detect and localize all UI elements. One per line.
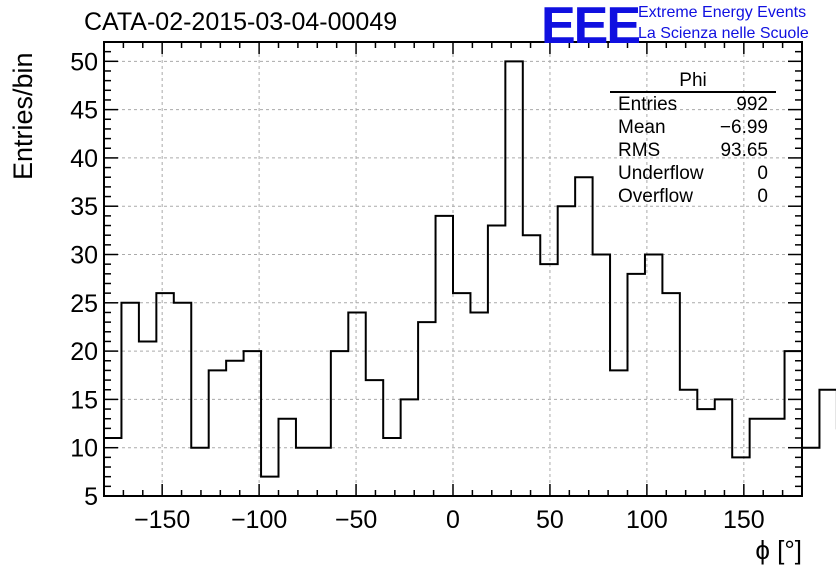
histogram-bin bbox=[366, 380, 383, 496]
x-axis-label: ϕ [°] bbox=[755, 535, 802, 565]
eee-logo: EEE bbox=[541, 0, 641, 55]
stats-label: Entries bbox=[618, 94, 678, 115]
histogram-bin bbox=[750, 419, 767, 496]
stats-row-mean: Mean −6.99 bbox=[610, 116, 776, 139]
x-tick-label: 50 bbox=[536, 506, 564, 534]
histogram-bin bbox=[628, 274, 645, 496]
histogram-bin bbox=[819, 390, 836, 496]
y-tick-label: 50 bbox=[70, 48, 98, 76]
y-tick-label: 25 bbox=[70, 290, 98, 318]
histogram-bin bbox=[226, 361, 243, 496]
histogram-bin bbox=[802, 448, 819, 496]
stats-value: 93.65 bbox=[720, 140, 768, 161]
x-tick-label: −50 bbox=[335, 506, 377, 534]
x-tick-label: −150 bbox=[134, 506, 190, 534]
stats-label: Underflow bbox=[618, 163, 704, 184]
histogram-bin bbox=[645, 255, 662, 496]
histogram-bin bbox=[418, 322, 435, 496]
histogram-bin bbox=[279, 419, 296, 496]
stats-box: Phi Entries 992 Mean −6.99 RMS 93.65 Und… bbox=[610, 70, 776, 208]
histogram-bin bbox=[488, 226, 505, 496]
histogram-bin bbox=[436, 216, 453, 496]
histogram-bin bbox=[732, 457, 749, 496]
stats-value: 0 bbox=[757, 186, 768, 207]
histogram-bin bbox=[558, 206, 575, 496]
histogram-bin bbox=[453, 293, 470, 496]
x-tick-label: 150 bbox=[723, 506, 765, 534]
histogram-bin bbox=[383, 438, 400, 496]
histogram-bin bbox=[139, 341, 156, 496]
run-title: CATA-02-2015-03-04-00049 bbox=[84, 8, 398, 36]
y-tick-label: 20 bbox=[70, 338, 98, 366]
stats-label: Overflow bbox=[618, 186, 693, 207]
x-tick-label: 100 bbox=[626, 506, 668, 534]
histogram-bin bbox=[121, 303, 138, 496]
stats-row-rms: RMS 93.65 bbox=[610, 139, 776, 162]
histogram-bin bbox=[156, 293, 173, 496]
y-tick-label: 30 bbox=[70, 242, 98, 270]
histogram-bin bbox=[662, 293, 679, 496]
histogram-bin bbox=[348, 312, 365, 496]
stats-row-overflow: Overflow 0 bbox=[610, 185, 776, 208]
logo-subtitle-line1: Extreme Energy Events bbox=[638, 4, 807, 21]
histogram-bin bbox=[174, 303, 191, 496]
histogram-bin bbox=[540, 264, 557, 496]
histogram-bin bbox=[610, 370, 627, 496]
histogram-bin bbox=[767, 419, 784, 496]
histogram-bin bbox=[191, 448, 208, 496]
histogram-bin bbox=[313, 448, 330, 496]
x-tick-label: 0 bbox=[446, 506, 460, 534]
histogram-bin bbox=[680, 390, 697, 496]
y-tick-label: 15 bbox=[70, 386, 98, 414]
stats-label: RMS bbox=[618, 140, 661, 161]
logo-subtitle-line2: La Scienza nelle Scuole bbox=[638, 25, 809, 42]
histogram-bin bbox=[785, 351, 802, 496]
histogram-bin bbox=[523, 235, 540, 496]
stats-row-underflow: Underflow 0 bbox=[610, 162, 776, 185]
histogram-bin bbox=[505, 61, 522, 496]
stats-label: Mean bbox=[618, 117, 666, 138]
histogram-bin bbox=[470, 312, 487, 496]
histogram-bin bbox=[331, 351, 348, 496]
histogram-bin bbox=[401, 399, 418, 496]
histogram-bin bbox=[209, 370, 226, 496]
stats-value: −6.99 bbox=[719, 117, 768, 138]
y-axis-label: Entries/bin bbox=[8, 52, 38, 180]
histogram-bin bbox=[244, 351, 261, 496]
y-tick-label: 35 bbox=[70, 193, 98, 221]
histogram-bin bbox=[715, 399, 732, 496]
stats-row-entries: Entries 992 bbox=[610, 93, 776, 116]
histogram-bin bbox=[296, 448, 313, 496]
histogram-bin bbox=[261, 477, 278, 496]
histogram-bin bbox=[575, 177, 592, 496]
histogram-bin bbox=[593, 255, 610, 496]
y-tick-label: 10 bbox=[70, 435, 98, 463]
x-tick-label: −100 bbox=[231, 506, 287, 534]
histogram-bin bbox=[697, 409, 714, 496]
y-tick-label: 45 bbox=[70, 97, 98, 125]
histogram-outline bbox=[104, 60, 836, 478]
stats-title: Phi bbox=[610, 70, 776, 93]
y-tick-label: 5 bbox=[84, 483, 98, 511]
stats-value: 992 bbox=[736, 94, 768, 115]
stats-value: 0 bbox=[757, 163, 768, 184]
y-tick-label: 40 bbox=[70, 145, 98, 173]
